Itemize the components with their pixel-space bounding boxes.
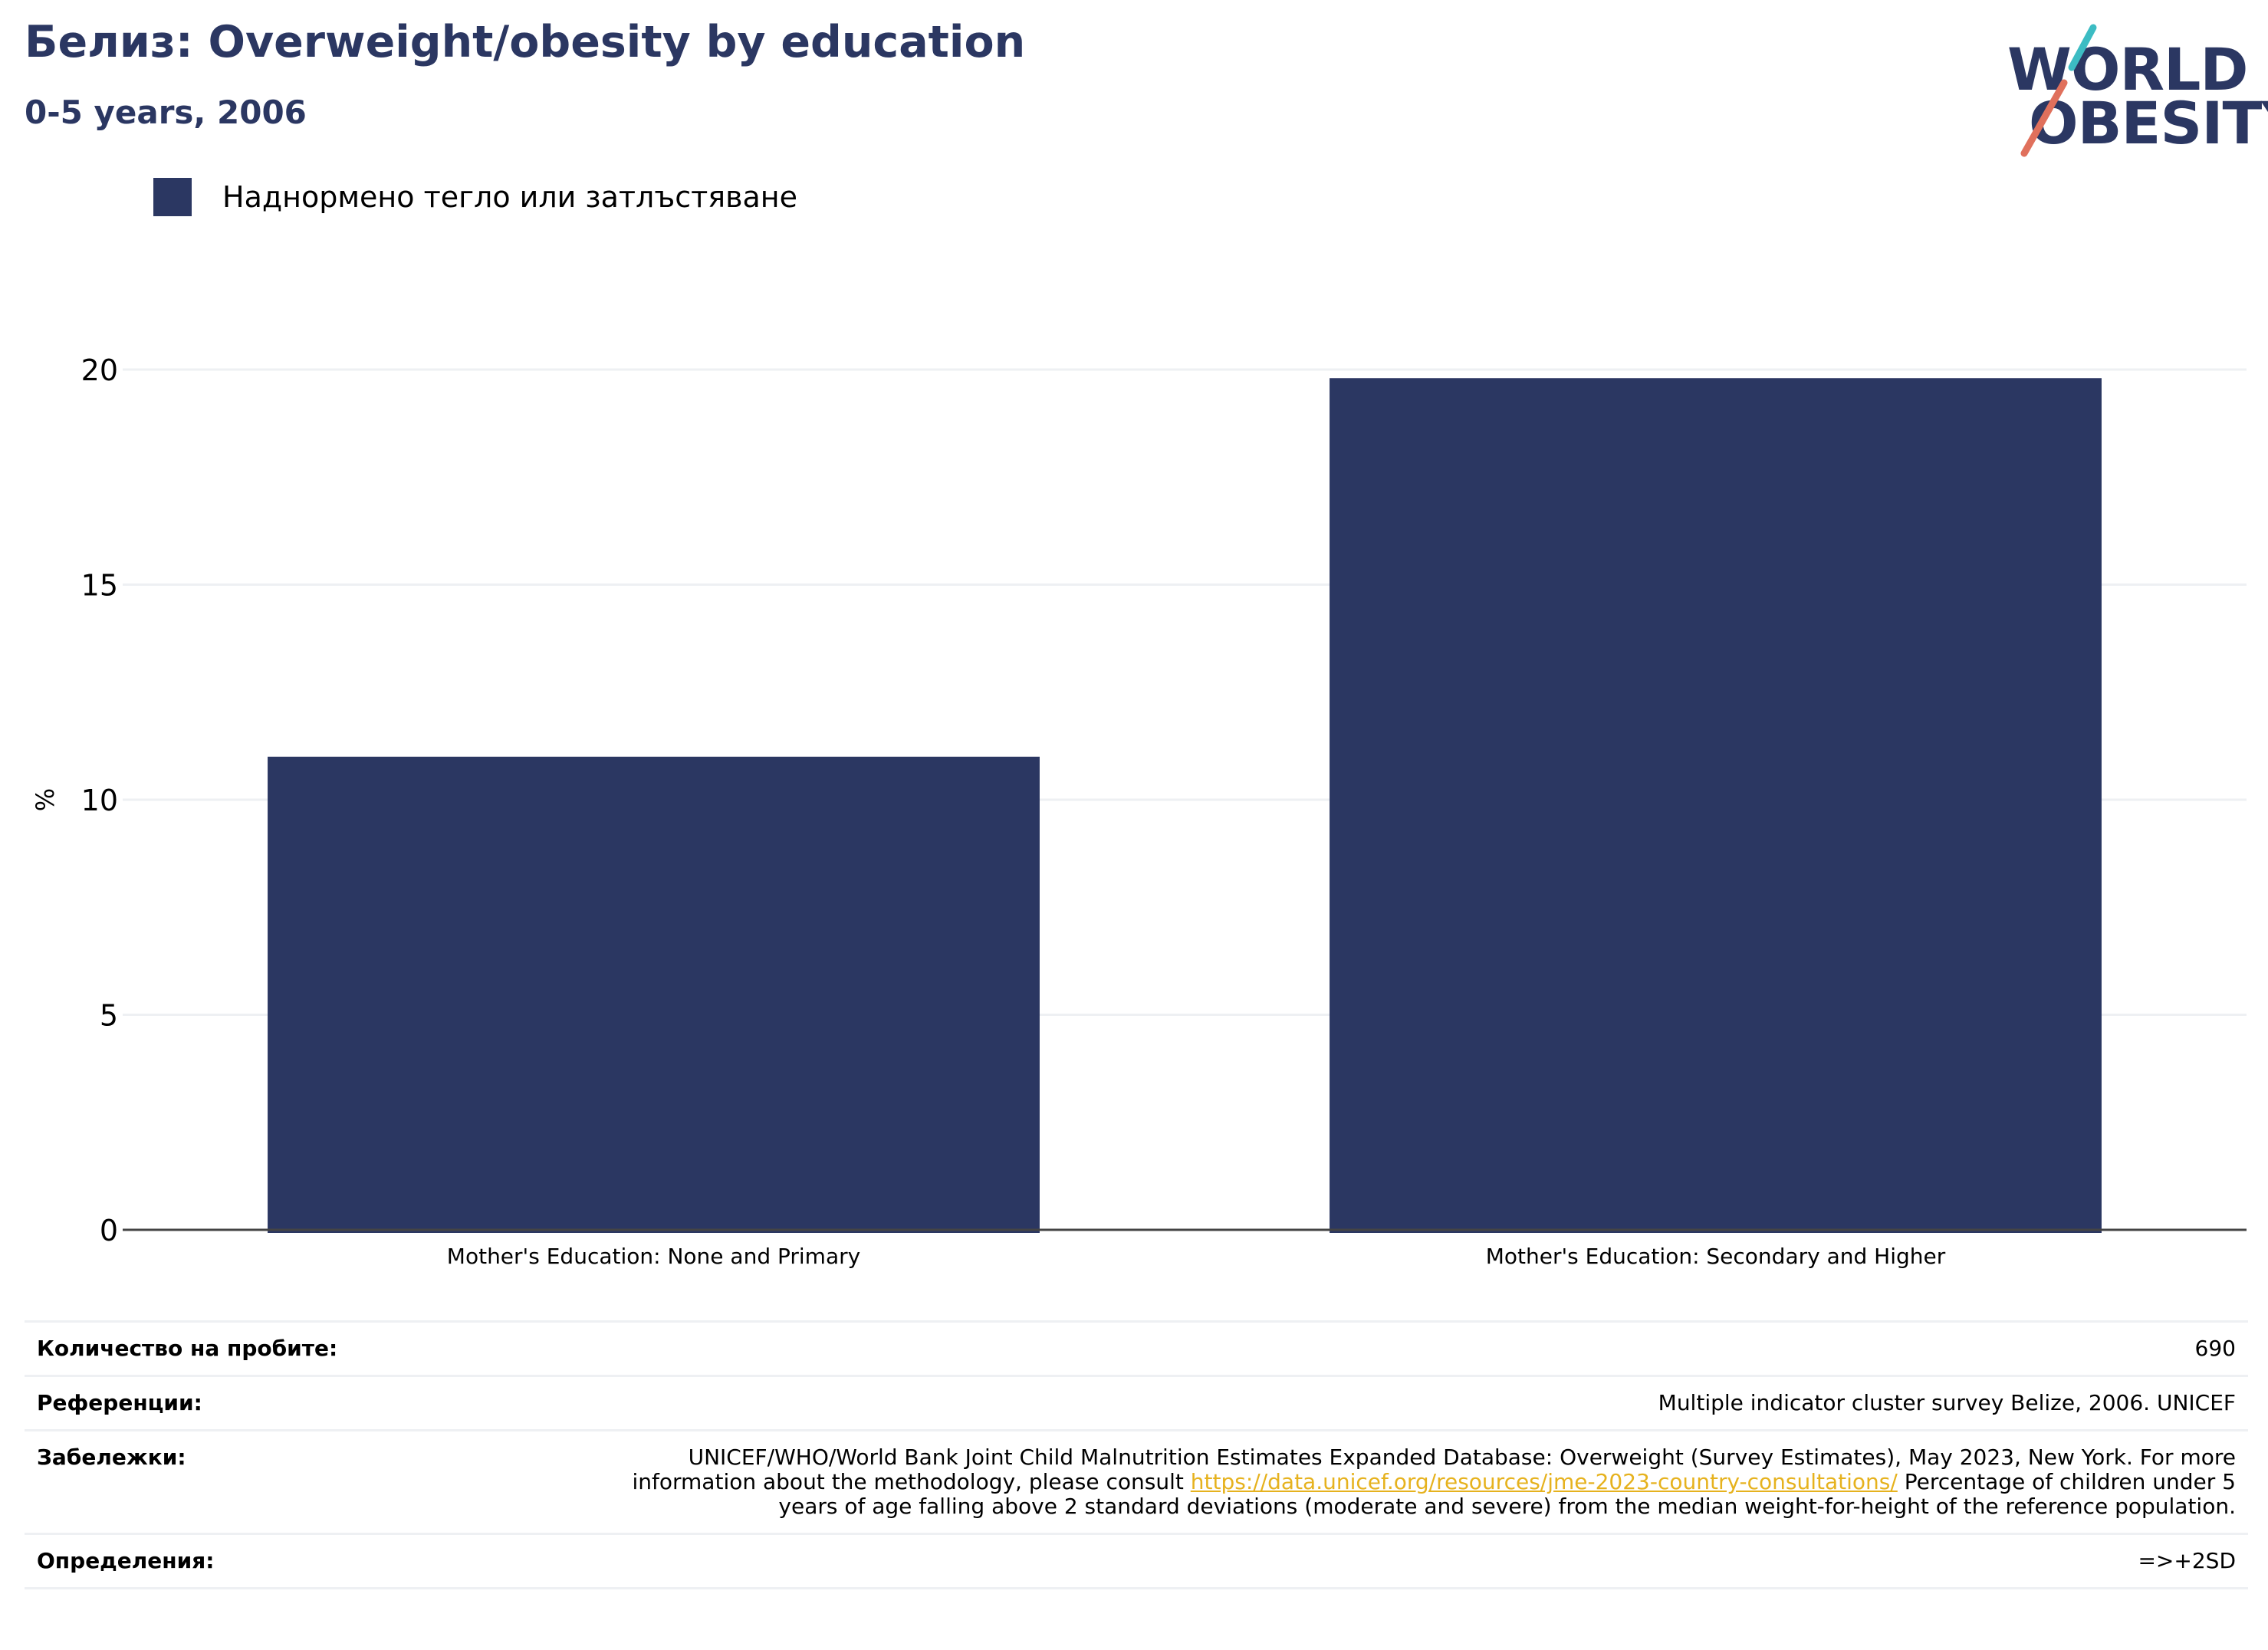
references-value: Multiple indicator cluster survey Belize… <box>1658 1390 2236 1415</box>
logo-text-obesity: OBESITY <box>2029 89 2268 157</box>
x-tick-label: Mother's Education: None and Primary <box>447 1244 860 1269</box>
references-label: Референции: <box>37 1390 202 1415</box>
info-row-definitions: Определения: =>+2SD <box>25 1533 2248 1589</box>
y-tick-label: 0 <box>100 1214 118 1247</box>
info-row-notes: Забележки: UNICEF/WHO/World Bank Joint C… <box>25 1429 2248 1533</box>
info-table: Количество на пробите: 690 Референции: M… <box>25 1320 2248 1589</box>
y-axis-label: % <box>31 788 60 811</box>
info-row-references: Референции: Multiple indicator cluster s… <box>25 1375 2248 1429</box>
notes-text-after: Percentage of children under 5 years of … <box>778 1469 2236 1519</box>
info-row-sample-size: Количество на пробите: 690 <box>25 1320 2248 1375</box>
notes-value: UNICEF/WHO/World Bank Joint Child Malnut… <box>610 1445 2237 1519</box>
bar <box>1330 378 2102 1234</box>
bar-chart: 0 5 10 15 20% Mother's Education: None and Pr… <box>31 353 2247 1269</box>
legend-label: Наднормено тегло или затлъстяване <box>222 180 797 214</box>
definitions-label: Определения: <box>37 1548 215 1573</box>
chart-title: Белиз: Overweight/obesity by education <box>25 17 1026 67</box>
notes-link[interactable]: https://data.unicef.org/resources/jme-20… <box>1190 1469 1898 1494</box>
bar <box>268 756 1040 1233</box>
definitions-value: =>+2SD <box>2138 1548 2236 1573</box>
y-tick-label: 20 <box>81 353 118 387</box>
notes-label: Забележки: <box>37 1445 186 1470</box>
legend-swatch <box>153 178 192 216</box>
y-tick-label: 10 <box>81 784 118 817</box>
world-obesity-logo: WORLD OBESITY <box>1994 21 2268 159</box>
logo-slash-icon <box>2020 24 2097 157</box>
sample-size-label: Количество на пробите: <box>37 1336 338 1361</box>
chart-subtitle: 0-5 years, 2006 <box>25 94 307 131</box>
y-tick-label: 15 <box>81 569 118 603</box>
legend: Наднормено тегло или затлъстяване <box>153 178 797 216</box>
notes-text-before: UNICEF/WHO/World Bank Joint Child Malnut… <box>632 1445 2237 1494</box>
sample-size-value: 690 <box>2194 1336 2236 1361</box>
logo-text-world: WORLD <box>2007 35 2248 104</box>
x-tick-label: Mother's Education: Secondary and Higher <box>1486 1244 1946 1269</box>
y-tick-label: 5 <box>100 999 118 1033</box>
